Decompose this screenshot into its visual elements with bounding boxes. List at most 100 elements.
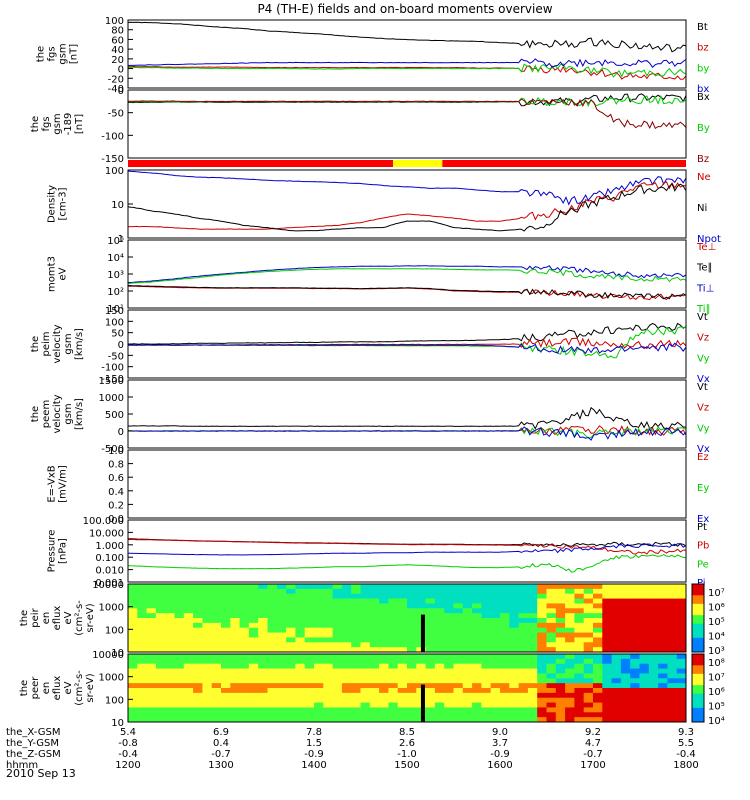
heatmap-cell (620, 593, 631, 600)
heatmap-cell (202, 707, 213, 713)
heatmap-cell (276, 683, 287, 689)
heatmap-cell (481, 637, 492, 643)
x-tick-label: 1800 (673, 760, 698, 771)
heatmap-cell (565, 598, 575, 604)
colorbar-band (692, 586, 704, 591)
heatmap-cell (500, 683, 510, 689)
heatmap-cell (286, 613, 296, 619)
heatmap-cell (472, 654, 482, 660)
heatmap-cell (183, 632, 194, 638)
heatmap-cell (555, 608, 566, 614)
x-axis-row-label: the_Y-GSM (6, 738, 59, 749)
heatmap-cell (574, 613, 585, 619)
heatmap-cell (183, 683, 194, 689)
heatmap-cell (518, 673, 529, 679)
colorbar-band (692, 589, 704, 593)
heatmap-cell (155, 688, 166, 694)
heatmap-cell (397, 627, 408, 634)
heatmap-cell (620, 647, 631, 653)
heatmap-cell (174, 683, 185, 689)
heatmap-cell (146, 668, 157, 674)
heatmap-cell (360, 593, 371, 600)
heatmap-cell (128, 692, 138, 699)
heatmap-cell (481, 613, 492, 619)
heatmap-cell (574, 707, 585, 713)
heatmap-cell (565, 603, 575, 609)
heatmap-cell (341, 678, 352, 684)
heatmap-cell (444, 673, 454, 679)
heatmap-cell (128, 627, 138, 634)
heatmap-cell (202, 658, 213, 665)
heatmap-cell (165, 593, 175, 600)
heatmap-cell (444, 697, 454, 704)
heatmap-cell (174, 647, 185, 653)
heatmap-cell (583, 608, 594, 614)
heatmap-cell (490, 608, 501, 614)
heatmap-cell (518, 603, 529, 609)
heatmap-cell (676, 688, 687, 694)
heatmap-cell (146, 588, 157, 595)
heatmap-cell (137, 663, 148, 670)
heatmap-cell (602, 627, 613, 634)
heatmap-cell (332, 692, 343, 699)
heatmap-cell (155, 584, 166, 590)
heatmap-cell (509, 603, 520, 609)
heatmap-cell (295, 717, 306, 723)
heatmap-cell (434, 608, 445, 614)
colorbar-tick-label: 10⁷ (708, 673, 725, 684)
x-tick-label: 3.7 (492, 738, 508, 749)
heatmap-cell (500, 622, 510, 629)
heatmap-cell (481, 654, 492, 660)
y-tick-label: 0.0 (108, 514, 124, 525)
heatmap-cell (146, 702, 157, 708)
heatmap-cell (369, 593, 380, 600)
heatmap-cell (267, 673, 278, 679)
heatmap-cell (472, 688, 482, 694)
heatmap-cell (165, 712, 175, 718)
heatmap-cell (193, 688, 203, 694)
heatmap-cell (500, 673, 510, 679)
heatmap-cell (565, 663, 575, 670)
heatmap-cell (527, 637, 538, 643)
heatmap-cell (555, 598, 566, 604)
y-axis-label-line: gsm (52, 113, 63, 134)
heatmap-cell (481, 678, 492, 684)
heatmap-cell (369, 678, 380, 684)
colorbar-band (692, 609, 704, 613)
heatmap-cell (490, 658, 501, 665)
heatmap-cell (183, 654, 194, 660)
heatmap-cell (388, 702, 399, 708)
heatmap-cell (667, 688, 678, 694)
heatmap-cell (611, 697, 622, 704)
heatmap-cell (146, 697, 157, 704)
heatmap-cell (295, 663, 306, 670)
heatmap-cell (658, 697, 668, 704)
heatmap-cell (630, 584, 640, 590)
heatmap-cell (174, 658, 185, 665)
heatmap-cell (314, 637, 324, 643)
heatmap-cell (444, 702, 454, 708)
heatmap-cell (193, 692, 203, 699)
heatmap-cell (314, 658, 324, 665)
heatmap-cell (202, 642, 213, 648)
heatmap-cell (639, 627, 650, 634)
heatmap-cell (221, 688, 231, 694)
heatmap-cell (555, 697, 566, 704)
heatmap-cell (481, 588, 492, 595)
y-axis-label-line: sr-eV) (85, 603, 96, 632)
heatmap-cell (137, 588, 148, 595)
heatmap-cell (555, 613, 566, 619)
heatmap-cell (667, 613, 678, 619)
heatmap-cell (658, 618, 668, 624)
colorbar-tick-label: 10⁴ (708, 632, 725, 643)
heatmap-cell (332, 584, 343, 590)
heatmap-cell (221, 622, 231, 629)
heatmap-cell (388, 618, 399, 624)
heatmap-cell (639, 618, 650, 624)
heatmap-cell (574, 608, 585, 614)
heatmap-cell (565, 668, 575, 674)
heatmap-cell (444, 663, 454, 670)
heatmap-cell (500, 688, 510, 694)
